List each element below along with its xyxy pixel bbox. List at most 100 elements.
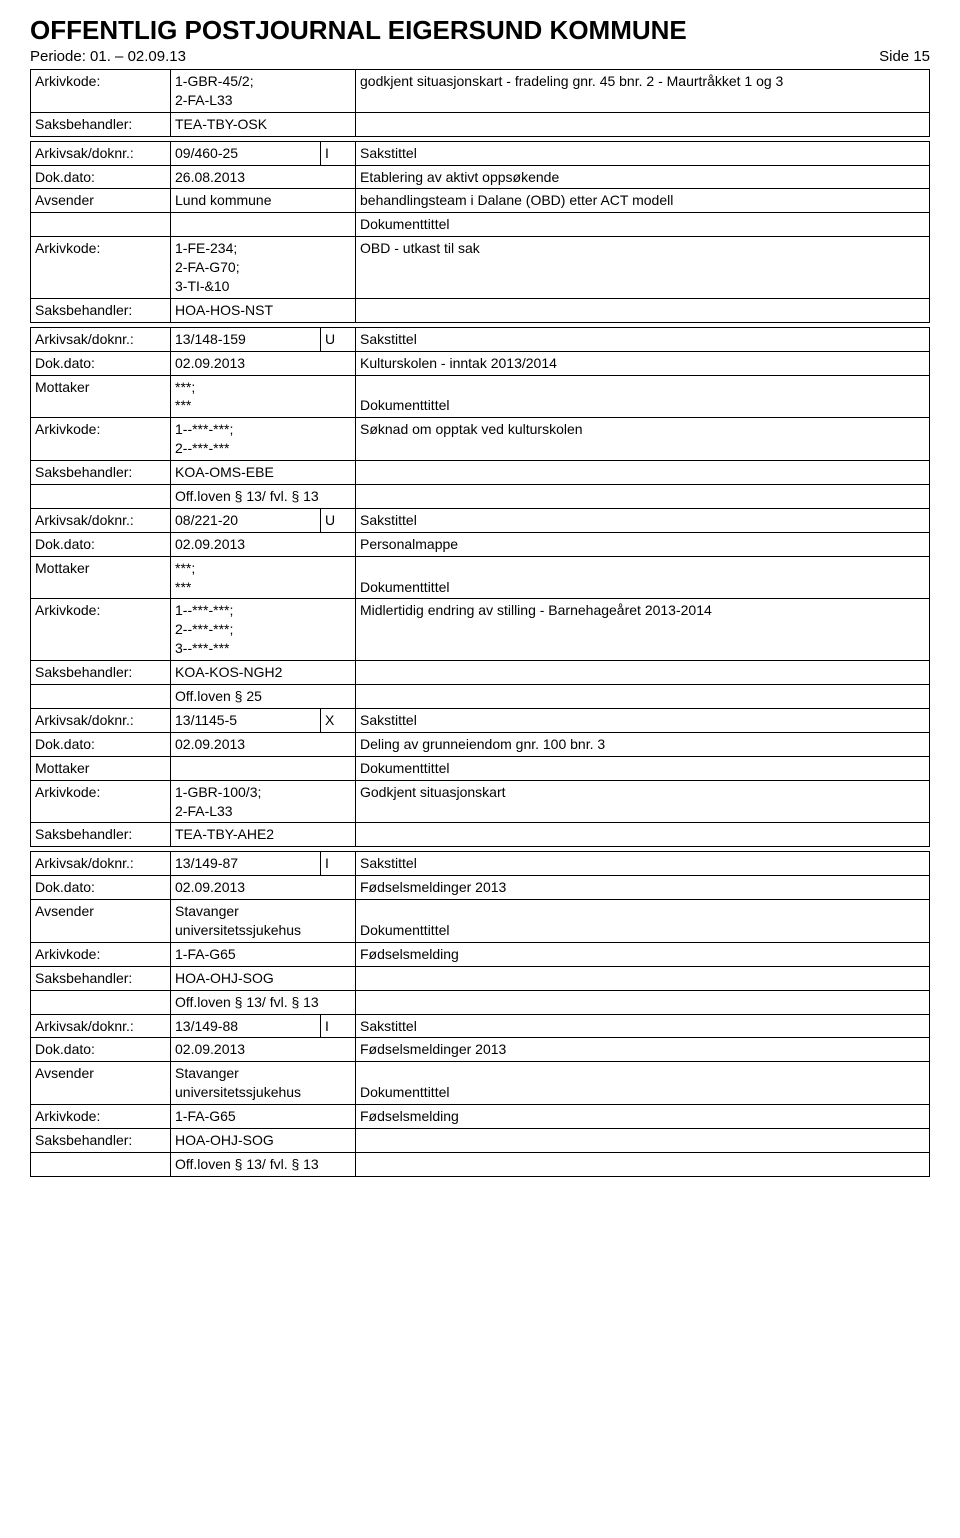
row-right: Fødselsmelding <box>356 943 929 966</box>
table-row: Arkivsak/doknr.:13/149-88ISakstittel <box>31 1015 929 1039</box>
row-value <box>171 213 356 236</box>
row-right: Søknad om opptak ved kulturskolen <box>356 418 929 460</box>
row-right: Sakstittel <box>356 709 929 732</box>
row-value: ***; *** <box>171 557 356 599</box>
row-label: Saksbehandler: <box>31 967 171 990</box>
table-row: Dok.dato:02.09.2013Personalmappe <box>31 533 929 557</box>
row-right: behandlingsteam i Dalane (OBD) etter ACT… <box>356 189 929 212</box>
row-label <box>31 1153 171 1176</box>
row-value: Off.loven § 13/ fvl. § 13 <box>171 991 356 1014</box>
table-row: Arkivsak/doknr.:13/148-159USakstittel <box>31 328 929 352</box>
row-label: Avsender <box>31 1062 171 1104</box>
table-row: AvsenderLund kommunebehandlingsteam i Da… <box>31 189 929 213</box>
row-label: Avsender <box>31 189 171 212</box>
table-row: Arkivkode:1-FA-G65Fødselsmelding <box>31 1105 929 1129</box>
table-row: Arkivkode:1-GBR-100/3; 2-FA-L33Godkjent … <box>31 781 929 824</box>
table-row: Off.loven § 13/ fvl. § 13 <box>31 1153 929 1177</box>
row-label: Saksbehandler: <box>31 823 171 846</box>
table-row: Dok.dato:26.08.2013Etablering av aktivt … <box>31 166 929 190</box>
row-right <box>356 299 929 322</box>
row-label: Arkivsak/doknr.: <box>31 709 171 732</box>
row-label: Saksbehandler: <box>31 299 171 322</box>
row-right: Dokumenttittel <box>356 757 929 780</box>
row-label: Arkivkode: <box>31 237 171 298</box>
row-right: godkjent situasjonskart - fradeling gnr.… <box>356 70 929 112</box>
section: Arkivsak/doknr.:13/149-87ISakstittelDok.… <box>30 851 930 1176</box>
row-label: Dok.dato: <box>31 1038 171 1061</box>
table-row: Off.loven § 13/ fvl. § 13 <box>31 991 929 1015</box>
row-label: Saksbehandler: <box>31 461 171 484</box>
period-label: Periode: 01. – 02.09.13 <box>30 48 186 65</box>
row-value: Off.loven § 25 <box>171 685 356 708</box>
row-right: Dokumenttittel <box>356 1062 929 1104</box>
row-value: KOA-KOS-NGH2 <box>171 661 356 684</box>
row-value: 1--***-***; 2--***-***; 3--***-*** <box>171 599 356 660</box>
table-row: Off.loven § 25 <box>31 685 929 709</box>
row-label: Avsender <box>31 900 171 942</box>
section: Arkivkode:1-GBR-45/2; 2-FA-L33godkjent s… <box>30 69 930 137</box>
row-value: Stavanger universitetssjukehus <box>171 1062 356 1104</box>
table-row: Saksbehandler:TEA-TBY-AHE2 <box>31 823 929 847</box>
row-label <box>31 991 171 1014</box>
row-value: HOA-OHJ-SOG <box>171 1129 356 1152</box>
row-right: Godkjent situasjonskart <box>356 781 929 823</box>
row-right <box>356 485 929 508</box>
row-label: Dok.dato: <box>31 166 171 189</box>
row-value: 02.09.2013 <box>171 352 356 375</box>
row-value: 13/149-88 <box>171 1015 321 1038</box>
row-right <box>356 113 929 136</box>
table-row: Arkivkode:1--***-***; 2--***-***; 3--***… <box>31 599 929 661</box>
row-marker: I <box>321 852 356 875</box>
row-right: Sakstittel <box>356 328 929 351</box>
row-right: Dokumenttittel <box>356 213 929 236</box>
row-right <box>356 461 929 484</box>
row-value: Off.loven § 13/ fvl. § 13 <box>171 1153 356 1176</box>
row-right <box>356 1129 929 1152</box>
table-row: Arkivsak/doknr.:13/1145-5XSakstittel <box>31 709 929 733</box>
page-number: Side 15 <box>879 48 930 65</box>
table-row: AvsenderStavanger universitetssjukehusDo… <box>31 900 929 943</box>
row-right: Etablering av aktivt oppsøkende <box>356 166 929 189</box>
row-value: 02.09.2013 <box>171 733 356 756</box>
row-value: 1-FA-G65 <box>171 1105 356 1128</box>
row-value: 02.09.2013 <box>171 1038 356 1061</box>
row-right: Dokumenttittel <box>356 557 929 599</box>
row-value: 1-FA-G65 <box>171 943 356 966</box>
row-label: Arkivkode: <box>31 418 171 460</box>
table-row: Saksbehandler:KOA-OMS-EBE <box>31 461 929 485</box>
row-right: Fødselsmeldinger 2013 <box>356 876 929 899</box>
table-row: Arkivkode:1--***-***; 2--***-***Søknad o… <box>31 418 929 461</box>
table-row: AvsenderStavanger universitetssjukehusDo… <box>31 1062 929 1105</box>
row-label: Dok.dato: <box>31 876 171 899</box>
row-value: KOA-OMS-EBE <box>171 461 356 484</box>
row-label: Arkivkode: <box>31 70 171 112</box>
sections-container: Arkivkode:1-GBR-45/2; 2-FA-L33godkjent s… <box>30 69 930 1177</box>
row-right <box>356 991 929 1014</box>
row-label <box>31 485 171 508</box>
row-label: Dok.dato: <box>31 533 171 556</box>
row-value: 1--***-***; 2--***-*** <box>171 418 356 460</box>
row-label: Arkivkode: <box>31 1105 171 1128</box>
row-label: Arkivsak/doknr.: <box>31 852 171 875</box>
row-right: Personalmappe <box>356 533 929 556</box>
row-label: Dok.dato: <box>31 352 171 375</box>
row-value: 02.09.2013 <box>171 533 356 556</box>
row-label: Arkivsak/doknr.: <box>31 509 171 532</box>
row-value: 1-GBR-100/3; 2-FA-L33 <box>171 781 356 823</box>
row-right: Fødselsmeldinger 2013 <box>356 1038 929 1061</box>
row-value: ***; *** <box>171 376 356 418</box>
row-value: 13/148-159 <box>171 328 321 351</box>
row-value: TEA-TBY-OSK <box>171 113 356 136</box>
period-row: Periode: 01. – 02.09.13 Side 15 <box>30 48 930 65</box>
row-right: Dokumenttittel <box>356 376 929 418</box>
table-row: Arkivsak/doknr.:08/221-20USakstittel <box>31 509 929 533</box>
row-value: 26.08.2013 <box>171 166 356 189</box>
table-row: Saksbehandler:KOA-KOS-NGH2 <box>31 661 929 685</box>
row-value: HOA-HOS-NST <box>171 299 356 322</box>
row-label: Dok.dato: <box>31 733 171 756</box>
row-value: 02.09.2013 <box>171 876 356 899</box>
table-row: Off.loven § 13/ fvl. § 13 <box>31 485 929 509</box>
row-value: 13/149-87 <box>171 852 321 875</box>
row-label: Arkivkode: <box>31 599 171 660</box>
table-row: Dokumenttittel <box>31 213 929 237</box>
